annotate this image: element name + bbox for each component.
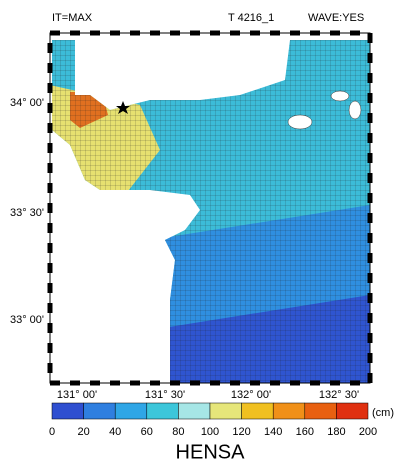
colorbar-segment	[304, 402, 337, 420]
island	[348, 100, 362, 120]
lat-label: 34° 00'	[10, 97, 44, 109]
mesh	[52, 40, 370, 383]
colorbar-tick-label: 0	[49, 426, 55, 438]
colorbar-tick-label: 80	[172, 426, 184, 438]
lat-label: 33° 30'	[10, 207, 44, 219]
colorbar-tick-label: 20	[77, 426, 89, 438]
colorbar-tick-label: 180	[327, 426, 345, 438]
island	[287, 114, 313, 130]
colorbar-segment	[272, 402, 306, 420]
colorbar-tick-label: 200	[359, 426, 377, 438]
colorbar-segment	[209, 402, 242, 420]
header-case: T 4216_1	[228, 12, 274, 24]
lat-label: 33° 00'	[10, 314, 44, 326]
lon-label: 131° 00'	[57, 389, 97, 401]
colorbar-label: HENSA	[176, 441, 246, 463]
colorbar-tick-label: 60	[141, 426, 153, 438]
colorbar-tick-label: 40	[109, 426, 121, 438]
map-frame-ticks	[47, 30, 373, 386]
colorbar-segment	[178, 402, 211, 420]
colorbar-tick-label: 100	[201, 426, 219, 438]
island	[330, 90, 350, 102]
colorbar-segment	[83, 402, 116, 420]
colorbar-segment	[146, 402, 179, 420]
colorbar-tick-label: 160	[296, 426, 314, 438]
epicenter-star	[116, 101, 130, 114]
colorbar-segment	[241, 402, 274, 420]
colorbar-unit: (cm)	[372, 407, 394, 419]
colorbar-segment	[51, 402, 84, 420]
colorbar: 0 20 40 60 80 100 120 140 160 180 200	[49, 402, 377, 438]
colorbar-segment	[336, 402, 369, 420]
lon-label: 132° 00'	[231, 389, 271, 401]
sea-field	[52, 40, 370, 383]
header-left: IT=MAX	[52, 12, 93, 24]
header-wave: WAVE:YES	[308, 12, 364, 24]
lon-label: 131° 30'	[145, 389, 185, 401]
lon-label: 132° 30'	[319, 389, 359, 401]
colorbar-tick-label: 120	[232, 426, 250, 438]
colorbar-tick-label: 140	[264, 426, 282, 438]
colorbar-segment	[114, 402, 148, 420]
